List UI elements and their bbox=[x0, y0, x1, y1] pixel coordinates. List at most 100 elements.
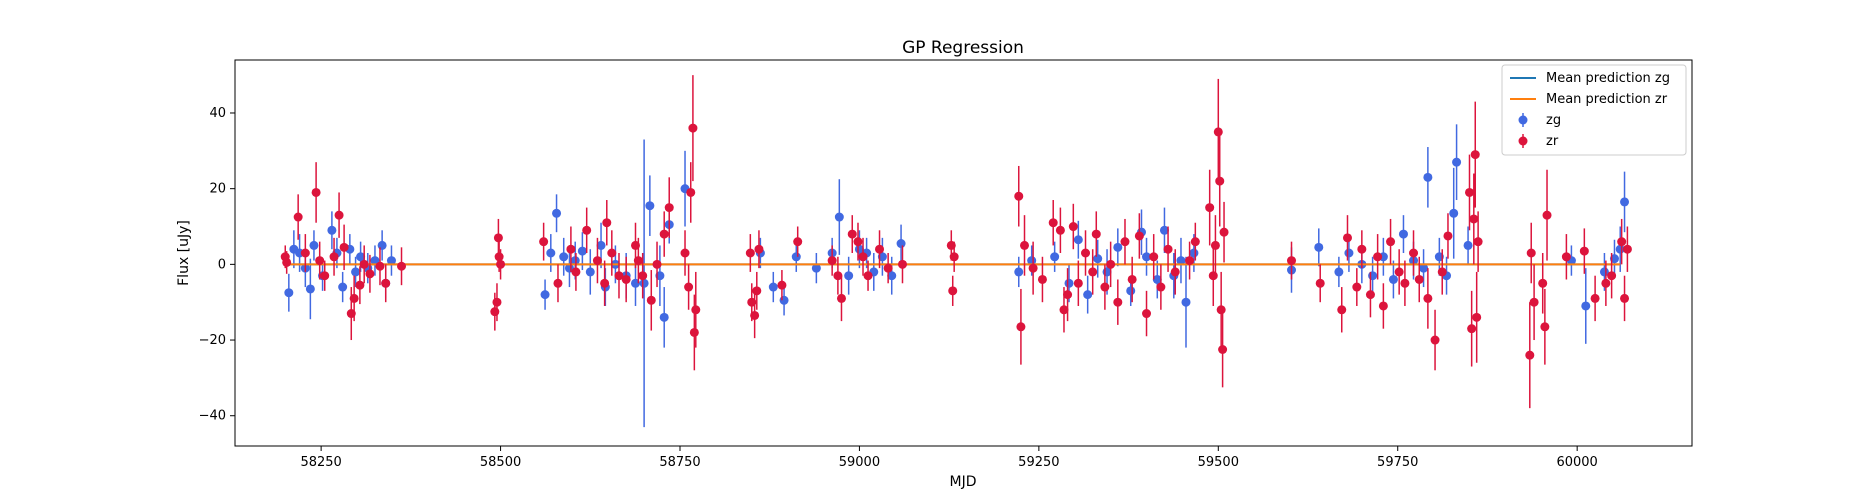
x-tick-label: 59750 bbox=[1377, 455, 1418, 470]
data-point-zr bbox=[1409, 248, 1419, 258]
data-point-zr bbox=[493, 233, 503, 243]
data-point-zg bbox=[896, 239, 906, 249]
data-point-zg bbox=[1181, 297, 1191, 307]
x-tick-label: 59000 bbox=[839, 455, 880, 470]
data-point-zg bbox=[309, 240, 319, 250]
data-point-zr bbox=[1156, 282, 1166, 292]
data-point-zr bbox=[492, 297, 502, 307]
data-point-zr bbox=[614, 271, 624, 281]
data-point-zg bbox=[1093, 254, 1103, 264]
data-point-zr bbox=[1529, 297, 1539, 307]
data-point-zg bbox=[1083, 290, 1093, 300]
data-point-zr bbox=[1352, 282, 1362, 292]
data-point-zg bbox=[1113, 242, 1123, 252]
data-point-zr bbox=[689, 327, 699, 337]
data-point-zr bbox=[1526, 248, 1536, 258]
data-point-zr bbox=[600, 278, 610, 288]
data-point-zr bbox=[1315, 278, 1325, 288]
data-point-zr bbox=[1120, 237, 1130, 247]
data-point-zr bbox=[652, 259, 662, 269]
data-point-zg bbox=[1126, 286, 1136, 296]
data-point-zg bbox=[305, 284, 315, 294]
data-point-zr bbox=[750, 310, 760, 320]
data-point-zr bbox=[638, 271, 648, 281]
data-point-zg bbox=[356, 252, 366, 262]
data-point-zr bbox=[754, 244, 764, 254]
data-point-zr bbox=[1020, 240, 1030, 250]
data-point-zr bbox=[1127, 274, 1137, 284]
data-point-zg bbox=[779, 295, 789, 305]
legend-box bbox=[1501, 64, 1687, 156]
data-point-zr bbox=[633, 256, 643, 266]
data-point-zr bbox=[1469, 214, 1479, 224]
data-point-zr bbox=[949, 252, 959, 262]
data-point-zr bbox=[1443, 231, 1453, 241]
data-point-zr bbox=[1219, 227, 1229, 237]
legend-swatch-zr bbox=[1518, 134, 1528, 148]
data-point-zr bbox=[496, 259, 506, 269]
data-point-zg bbox=[639, 278, 649, 288]
data-point-zr bbox=[1063, 290, 1073, 300]
data-point-zr bbox=[1215, 176, 1225, 186]
chart-title: GP Regression bbox=[902, 38, 1024, 58]
data-point-zr bbox=[646, 295, 656, 305]
data-point-zr bbox=[863, 271, 873, 281]
data-point-zr bbox=[858, 252, 868, 262]
data-point-zr bbox=[397, 261, 407, 271]
data-point-zr bbox=[777, 280, 787, 290]
data-point-zr bbox=[1472, 312, 1482, 322]
data-point-zr bbox=[1048, 218, 1058, 228]
data-point-zr bbox=[659, 229, 669, 239]
data-point-zg bbox=[552, 208, 562, 218]
data-point-zr bbox=[355, 280, 365, 290]
data-point-zr bbox=[1542, 210, 1552, 220]
data-point-zg bbox=[1615, 244, 1625, 254]
data-point-zr bbox=[539, 237, 549, 247]
data-point-zg bbox=[284, 288, 294, 298]
legend-marker bbox=[1518, 136, 1528, 146]
data-point-zr bbox=[1473, 237, 1483, 247]
data-point-zg bbox=[1159, 225, 1169, 235]
data-point-zr bbox=[1538, 278, 1548, 288]
data-point-zr bbox=[1088, 267, 1098, 277]
y-tick-label: 20 bbox=[209, 182, 226, 197]
data-point-zr bbox=[621, 274, 631, 284]
plot-frame bbox=[234, 59, 1693, 447]
data-point-zr bbox=[375, 261, 385, 271]
data-point-zg bbox=[1388, 274, 1398, 284]
data-point-zg bbox=[1419, 263, 1429, 273]
data-point-zr bbox=[897, 259, 907, 269]
data-point-zg bbox=[585, 267, 595, 277]
y-tick-label: 40 bbox=[209, 106, 226, 121]
data-point-zg bbox=[645, 201, 655, 211]
data-point-zr bbox=[1073, 278, 1083, 288]
plot-area bbox=[280, 75, 1632, 428]
data-point-zr bbox=[1113, 297, 1123, 307]
data-point-zg bbox=[338, 282, 348, 292]
data-point-zr bbox=[1561, 252, 1571, 262]
data-point-zr bbox=[1218, 345, 1228, 354]
data-point-zr bbox=[300, 248, 310, 258]
data-point-zr bbox=[1386, 237, 1396, 247]
data-point-zr bbox=[381, 278, 391, 288]
data-point-zg bbox=[386, 256, 396, 266]
data-point-zg bbox=[1027, 256, 1037, 266]
data-point-zr bbox=[1185, 256, 1195, 266]
data-point-zr bbox=[948, 286, 958, 296]
x-axis: 58250 58500 58750 59000 59250 59500 59750 60000 bbox=[300, 446, 1598, 470]
data-point-zr bbox=[1342, 233, 1352, 243]
data-point-zg bbox=[1620, 197, 1630, 207]
data-point-zr bbox=[827, 256, 837, 266]
data-point-zg bbox=[1423, 172, 1433, 182]
data-point-zr bbox=[1205, 203, 1215, 213]
legend-label-zg: zg bbox=[1546, 113, 1561, 128]
data-point-zr bbox=[1540, 322, 1550, 332]
data-point-zg bbox=[1368, 271, 1378, 281]
data-point-zg bbox=[1050, 252, 1060, 262]
x-tick-label: 58250 bbox=[300, 455, 341, 470]
data-point-zg bbox=[1064, 278, 1074, 288]
data-point-zr bbox=[1394, 267, 1404, 277]
data-point-zr bbox=[1373, 252, 1383, 262]
data-point-zg bbox=[327, 225, 337, 235]
